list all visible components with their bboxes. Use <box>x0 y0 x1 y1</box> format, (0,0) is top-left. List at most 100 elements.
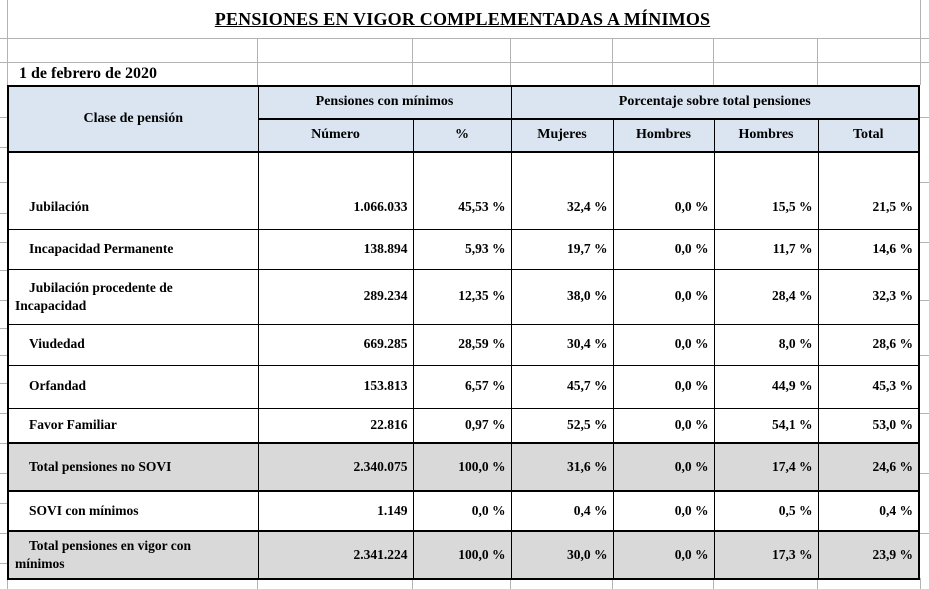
label-cell: Incapacidad Permanente <box>7 228 259 270</box>
grid-line <box>257 38 258 85</box>
pct-cell: 5,93 % <box>412 228 512 270</box>
grid-line <box>0 383 7 384</box>
hombres-1-cell: 0,0 % <box>612 323 715 366</box>
numero-cell: 153.813 <box>257 364 414 409</box>
header-group-pensiones-con-minimos: Pensiones con mínimos <box>257 85 512 120</box>
header-group-porcentaje-total: Porcentaje sobre total pensiones <box>510 85 920 120</box>
numero-cell: 669.285 <box>257 323 414 366</box>
grid-line <box>920 473 929 474</box>
hombres-1-cell: 0,0 % <box>612 268 715 325</box>
grid-line <box>920 242 929 243</box>
pct-cell: 45,53 % <box>412 151 512 230</box>
label-cell: Favor Familiar <box>7 407 259 444</box>
numero-cell: 138.894 <box>257 228 414 270</box>
grid-line <box>0 503 7 504</box>
pct-cell: 12,35 % <box>412 268 512 325</box>
hombres-2-cell: 28,4 % <box>713 268 819 325</box>
grid-line <box>920 578 921 589</box>
grid-line <box>0 563 7 564</box>
table-row-incapacidad-permanente: Incapacidad Permanente 138.894 5,93 % 19… <box>7 228 920 270</box>
label-cell: SOVI con mínimos <box>7 490 259 532</box>
grid-line <box>510 578 511 589</box>
hombres-1-cell: 0,0 % <box>612 151 715 230</box>
hombres-2-cell: 11,7 % <box>713 228 819 270</box>
grid-line <box>920 38 921 85</box>
grid-line <box>0 443 7 444</box>
mujeres-cell: 52,5 % <box>510 407 614 444</box>
table-row-jubilacion-procedente: Jubilación procedente de Incapacidad 289… <box>7 268 920 325</box>
grid-line <box>713 578 714 589</box>
pct-cell: 100,0 % <box>412 530 512 580</box>
grid-line <box>257 578 258 589</box>
mujeres-cell: 32,4 % <box>510 151 614 230</box>
grid-line <box>817 578 818 589</box>
grid-line <box>612 38 613 85</box>
grid-line <box>412 578 413 589</box>
hombres-1-cell: 0,0 % <box>612 364 715 409</box>
pct-cell: 28,59 % <box>412 323 512 366</box>
label-cell: Orfandad <box>7 364 259 409</box>
header-pct: % <box>412 118 512 153</box>
table-row-total-en-vigor: Total pensiones en vigor con mínimos 2.3… <box>7 530 920 580</box>
numero-cell: 22.816 <box>257 407 414 444</box>
hombres-2-cell: 44,9 % <box>713 364 819 409</box>
total-cell: 32,3 % <box>817 268 920 325</box>
pct-cell: 0,97 % <box>412 407 512 444</box>
total-cell: 21,5 % <box>817 151 920 230</box>
table-row-viudedad: Viudedad 669.285 28,59 % 30,4 % 0,0 % 8,… <box>7 323 920 366</box>
grid-line <box>920 300 929 301</box>
header-clase-de-pension: Clase de pensión <box>7 85 259 153</box>
grid-line <box>0 147 7 148</box>
total-cell: 28,6 % <box>817 323 920 366</box>
table-row-jubilacion: Jubilación 1.066.033 45,53 % 32,4 % 0,0 … <box>7 151 920 230</box>
pct-cell: 100,0 % <box>412 442 512 492</box>
pct-cell: 6,57 % <box>412 364 512 409</box>
pensions-table: Clase de pensión Pensiones con mínimos P… <box>7 85 921 580</box>
hombres-1-cell: 0,0 % <box>612 228 715 270</box>
mujeres-cell: 30,0 % <box>510 530 614 580</box>
pct-cell: 0,0 % <box>412 490 512 532</box>
mujeres-cell: 30,4 % <box>510 323 614 366</box>
hombres-1-cell: 0,0 % <box>612 530 715 580</box>
table-row-favor-familiar: Favor Familiar 22.816 0,97 % 52,5 % 0,0 … <box>7 407 920 444</box>
grid-line <box>920 533 929 534</box>
total-cell: 24,6 % <box>817 442 920 492</box>
grid-line <box>0 242 7 243</box>
grid-line <box>0 117 7 118</box>
label-cell: Total pensiones en vigor con mínimos <box>7 530 259 580</box>
numero-cell: 289.234 <box>257 268 414 325</box>
grid-line <box>612 578 613 589</box>
grid-line <box>920 355 929 356</box>
label-cell: Jubilación procedente de Incapacidad <box>7 268 259 325</box>
grid-line <box>0 533 7 534</box>
grid-line <box>7 0 8 38</box>
table-row-orfandad: Orfandad 153.813 6,57 % 45,7 % 0,0 % 44,… <box>7 364 920 409</box>
numero-cell: 1.066.033 <box>257 151 414 230</box>
hombres-2-cell: 17,3 % <box>713 530 819 580</box>
grid-line <box>412 38 413 85</box>
grid-line <box>713 38 714 85</box>
label-cell: Total pensiones no SOVI <box>7 442 259 492</box>
grid-line <box>920 0 921 38</box>
grid-line <box>7 38 8 85</box>
hombres-2-cell: 15,5 % <box>713 151 819 230</box>
grid-line <box>0 328 7 329</box>
total-cell: 53,0 % <box>817 407 920 444</box>
report-date: 1 de febrero de 2020 <box>19 65 158 82</box>
grid-line <box>0 413 7 414</box>
grid-line <box>920 182 929 183</box>
mujeres-cell: 38,0 % <box>510 268 614 325</box>
grid-line <box>0 62 929 63</box>
grid-line <box>920 413 929 414</box>
mujeres-cell: 45,7 % <box>510 364 614 409</box>
mujeres-cell: 0,4 % <box>510 490 614 532</box>
grid-line <box>0 473 7 474</box>
grid-line <box>0 38 929 39</box>
header-hombres-2: Hombres <box>713 118 819 153</box>
mujeres-cell: 31,6 % <box>510 442 614 492</box>
grid-line <box>0 270 7 271</box>
grid-line <box>510 38 511 85</box>
hombres-2-cell: 17,4 % <box>713 442 819 492</box>
grid-line <box>7 578 8 589</box>
